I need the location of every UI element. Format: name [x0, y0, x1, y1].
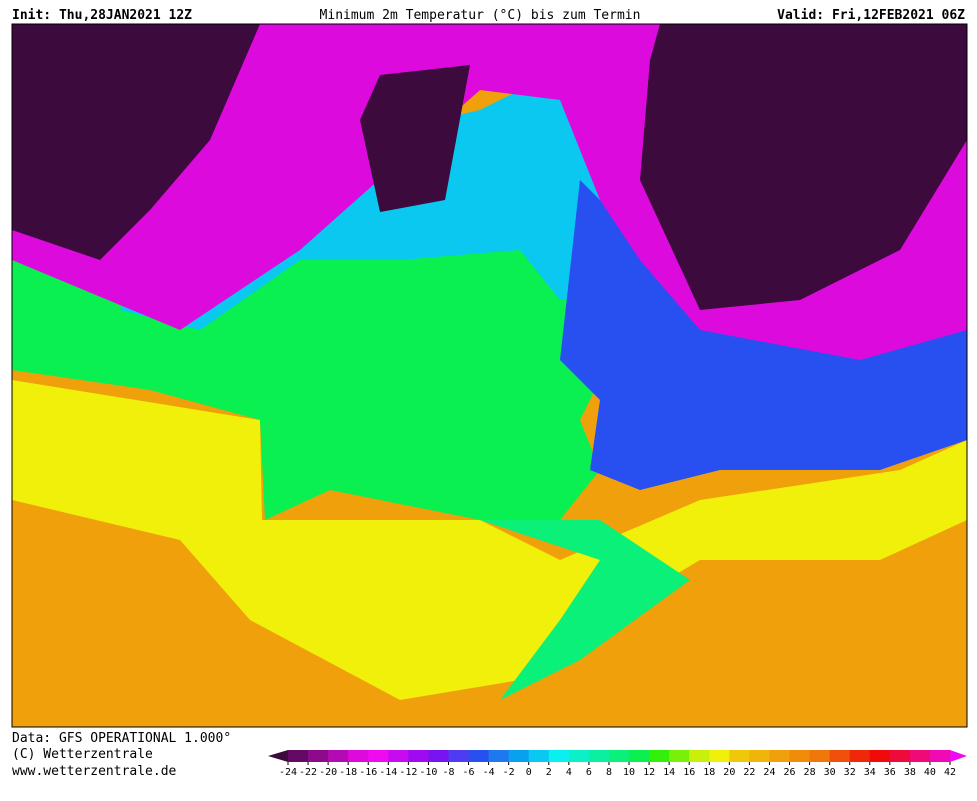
colorbar-tick-label: 4: [566, 767, 572, 778]
colorbar-swatch: [528, 750, 550, 762]
colorbar-tick-label: 24: [763, 767, 775, 778]
colorbar-swatch: [629, 750, 650, 762]
colorbar-swatch: [508, 750, 530, 762]
cold-region-west: [12, 24, 260, 260]
colorbar-swatch: [809, 750, 831, 762]
colorbar-tick-label: -18: [339, 767, 357, 778]
init-label: Init: Thu,28JAN2021 12Z: [12, 8, 192, 23]
colorbar-tick-label: -2: [503, 767, 515, 778]
colorbar-swatch: [709, 750, 730, 762]
colorbar-tick-label: 28: [804, 767, 816, 778]
colorbar-tick-label: 26: [783, 767, 795, 778]
colorbar-tick-label: 10: [623, 767, 635, 778]
colorbar-arrow-high: [950, 750, 967, 762]
colorbar-tick-label: 12: [643, 767, 655, 778]
colorbar-swatch: [288, 750, 309, 762]
colorbar-swatch: [388, 750, 409, 762]
colorbar-tick-label: 30: [824, 767, 836, 778]
colorbar-swatch: [328, 750, 349, 762]
colorbar-swatch: [649, 750, 670, 762]
colorbar-swatch: [308, 750, 329, 762]
colorbar-tick-label: 0: [526, 767, 532, 778]
colorbar-tick-label: -10: [419, 767, 437, 778]
cold-region-east: [640, 24, 967, 310]
colorbar-swatch: [348, 750, 369, 762]
colorbar-swatch: [548, 750, 570, 762]
colorbar-tick-label: 20: [723, 767, 735, 778]
colorbar-tick-label: 36: [884, 767, 896, 778]
colorbar-tick-label: -4: [483, 767, 495, 778]
colorbar-swatch: [568, 750, 590, 762]
colorbar-tick-label: -16: [359, 767, 377, 778]
data-source: Data: GFS OPERATIONAL 1.000°: [12, 731, 231, 746]
colorbar-tick-label: 42: [944, 767, 956, 778]
colorbar-swatch: [368, 750, 389, 762]
valid-label: Valid: Fri,12FEB2021 06Z: [777, 8, 965, 23]
copyright: (C) Wetterzentrale: [12, 747, 153, 762]
colorbar-swatch: [889, 750, 911, 762]
colorbar-tick-label: 34: [864, 767, 876, 778]
colorbar-swatch: [408, 750, 429, 762]
colorbar-swatch: [769, 750, 791, 762]
map-frame: [11, 23, 968, 728]
colorbar-tick-label: -20: [319, 767, 337, 778]
colorbar-tick-label: 14: [663, 767, 675, 778]
colorbar-swatch: [428, 750, 449, 762]
map-title: Minimum 2m Temperatur (°C) bis zum Termi…: [320, 8, 641, 23]
colorbar-tick-label: -22: [299, 767, 317, 778]
colorbar-swatch: [909, 750, 931, 762]
colorbar-tick-label: -14: [379, 767, 397, 778]
yellow-region: [12, 380, 967, 700]
colorbar-tick-label: 40: [924, 767, 936, 778]
colorbar-swatch: [468, 750, 490, 762]
colorbar-tick-label: -24: [279, 767, 297, 778]
colorbar-swatch: [669, 750, 690, 762]
colorbar-swatch: [608, 750, 630, 762]
colorbar-tick-label: 18: [703, 767, 715, 778]
colorbar-swatch: [588, 750, 610, 762]
cold-region-greenland: [360, 65, 470, 212]
colorbar-tick-label: 16: [683, 767, 695, 778]
colorbar-swatch: [829, 750, 851, 762]
colorbar-swatch: [689, 750, 710, 762]
colorbar-tick-label: 22: [743, 767, 755, 778]
colorbar-tick-label: -6: [463, 767, 475, 778]
url: www.wetterzentrale.de: [12, 764, 177, 779]
colorbar-swatch: [729, 750, 750, 762]
colorbar-tick-label: 2: [546, 767, 552, 778]
colorbar-tick-label: 6: [586, 767, 592, 778]
colorbar: -24 -22 -20 -18 -16 -14 -12 -10 -8 -6 -4 -2 0 2 4 6 8 10 1…: [268, 750, 967, 778]
colorbar-arrow-low: [268, 750, 288, 762]
iberia-africa-region: [480, 520, 690, 700]
colorbar-swatch: [869, 750, 891, 762]
colorbar-swatch: [789, 750, 811, 762]
colorbar-tick-label: 8: [606, 767, 612, 778]
colorbar-tick-label: -8: [442, 767, 454, 778]
colorbar-tick-label: 38: [904, 767, 916, 778]
colorbar-swatch: [448, 750, 470, 762]
colorbar-tick-label: -12: [399, 767, 417, 778]
colorbar-swatch: [749, 750, 770, 762]
colorbar-swatch: [929, 750, 951, 762]
map: [11, 23, 968, 728]
colorbar-swatch: [849, 750, 871, 762]
colorbar-tick-label: 32: [844, 767, 856, 778]
colorbar-swatch: [488, 750, 510, 762]
